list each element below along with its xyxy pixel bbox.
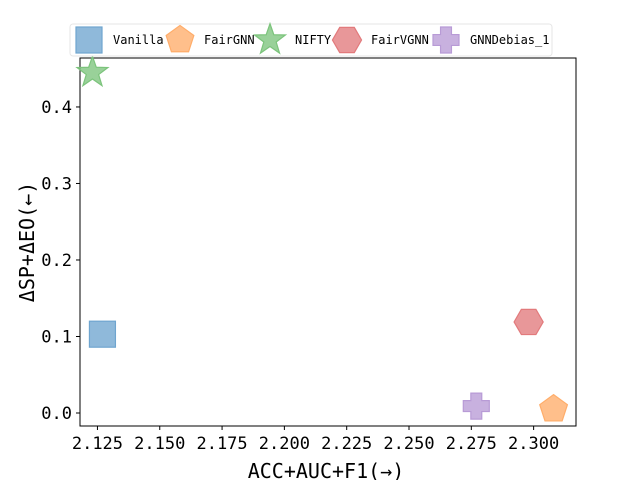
legend-marker-nifty [252,21,288,55]
legend-label-fairvgnn: FairVGNN [371,33,429,47]
x-tick-label: 2.150 [134,434,185,454]
x-tick-label: 2.300 [508,434,559,454]
x-tick-label: 2.200 [259,434,310,454]
x-tick-label: 2.250 [383,434,434,454]
y-tick-label: 0.2 [41,251,72,271]
x-tick-label: 2.175 [196,434,247,454]
data-point-nifty [75,54,110,88]
x-tick-label: 2.225 [321,434,372,454]
data-point-vanilla [88,320,117,348]
y-axis-title: ΔSP+ΔEO(←) [15,182,39,302]
data-point-fairgnn [539,393,569,422]
legend-label-nifty: NIFTY [295,33,332,47]
legend: Vanilla FairGNN NIFTY FairVGNN GNNDebias_1 [69,21,553,57]
plot-area [79,57,577,427]
x-axis-ticks: 2.125 2.150 2.175 2.200 2.225 2.250 2.275 2.300 [72,426,559,454]
legend-marker-fairgnn [165,24,195,53]
legend-marker-fairvgnn [331,26,363,54]
legend-label-vanilla: Vanilla [113,33,164,47]
x-axis-title: ACC+AUC+F1(→) [248,459,405,480]
legend-label-fairgnn: FairGNN [204,33,255,47]
legend-label-gnndebias-1: GNNDebias_1 [470,33,549,47]
data-point-gnndebias-1 [462,392,490,420]
y-tick-label: 0.1 [41,327,72,347]
y-tick-label: 0.4 [41,98,72,118]
legend-marker-gnndebias-1 [432,26,460,54]
x-tick-label: 2.125 [72,434,123,454]
data-points [75,54,569,422]
y-tick-label: 0.3 [41,174,72,194]
legend-box [69,23,553,57]
y-tick-label: 0.0 [41,404,72,424]
x-tick-label: 2.275 [446,434,497,454]
data-point-fairvgnn [513,308,544,336]
y-axis-ticks: 0.0 0.1 0.2 0.3 0.4 [41,98,80,424]
legend-marker-vanilla [75,26,103,54]
